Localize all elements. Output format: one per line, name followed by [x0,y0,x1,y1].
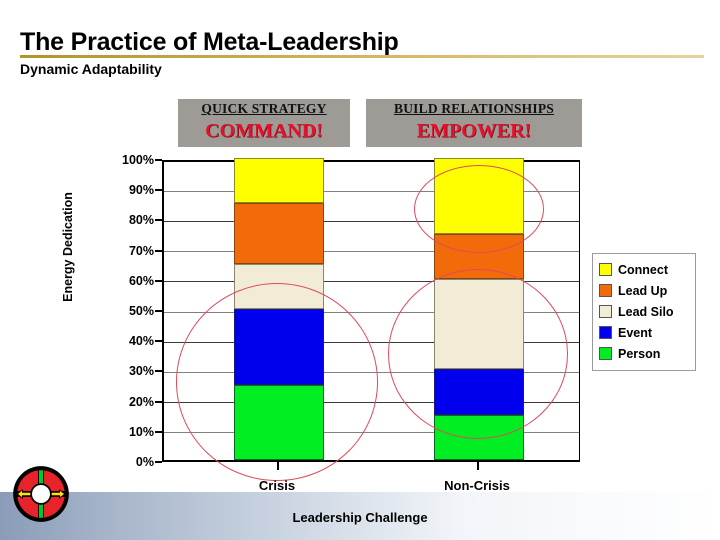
x-tick-mark [277,462,279,470]
x-axis-title: Leadership Challenge [292,510,428,525]
legend-swatch-icon [599,305,612,318]
caption-build-relationships-action: EMPOWER! [416,120,532,142]
y-tick-label: 60% [128,273,154,288]
gridline-40% [164,341,579,343]
bar-segment-lead-up [234,203,324,264]
legend-item-label: Lead Up [618,283,668,298]
legend-swatch-icon [599,263,612,276]
y-tick-mark [155,279,162,282]
y-tick-label: 40% [128,334,154,349]
y-tick-label: 70% [128,243,154,258]
gridline-60% [164,281,579,283]
y-tick-label: 30% [128,364,154,379]
caption-build-relationships-heading: BUILD RELATIONSHIPS [394,101,554,116]
bar-segment-connect [234,158,324,204]
x-category-label-crisis: Crisis [258,478,296,493]
legend-item-label: Person [618,346,661,361]
non-crisis-lead-silo-circle [388,269,568,439]
y-tick-mark [155,159,162,161]
y-tick-mark [155,370,162,373]
caption-quick-strategy-action: COMMAND! [205,120,323,142]
y-tick-mark [155,189,162,192]
y-axis-title: Energy Dedication [61,192,75,302]
y-tick-mark [155,310,162,312]
title-divider [20,55,704,58]
page-title: The Practice of Meta-Leadership [20,28,399,56]
gridline-10% [164,432,579,434]
gridline-90% [164,190,579,192]
caption-box-build-relationships: BUILD RELATIONSHIPS EMPOWER! [366,99,582,147]
gridline-80% [164,220,579,222]
y-tick-label: 80% [128,213,154,228]
y-tick-label: 20% [128,394,154,409]
caption-box-quick-strategy: QUICK STRATEGY COMMAND! [178,99,350,147]
legend-item-person: Person [599,343,691,364]
y-tick-label: 10% [128,424,154,439]
plot-area [162,158,580,481]
y-tick-mark [155,249,162,252]
y-tick-mark [155,430,162,433]
y-tick-label: 90% [128,183,154,198]
x-category-label-non-crisis: Non-Crisis [444,478,510,493]
y-tick-mark [155,340,162,343]
legend-item-label: Event [618,325,653,340]
legend-swatch-icon [599,284,612,297]
legend-item-lead-silo: Lead Silo [599,301,691,322]
legend-item-event: Event [599,322,691,343]
y-tick-label: 100% [122,153,154,167]
chart-legend: Connect Lead Up Lead Silo Event Person [592,253,696,371]
y-tick-mark [155,400,162,403]
page-subtitle: Dynamic Adaptability [20,61,162,77]
y-tick-label: 0% [135,455,154,469]
footer-gradient-bar [0,492,720,540]
legend-swatch-icon [599,326,612,339]
y-tick-label: 50% [128,304,154,318]
gridline-50% [164,311,579,313]
gridline-100% [164,160,579,162]
y-tick-mark [155,461,162,463]
legend-item-label: Connect [618,262,668,277]
caption-quick-strategy-heading: QUICK STRATEGY [201,101,327,116]
x-tick-mark [477,462,479,470]
gridline-70% [164,251,579,253]
non-crisis-connect-circle [414,165,544,253]
meta-leadership-compass-logo-icon [13,466,69,522]
legend-item-label: Lead Silo [618,304,674,319]
legend-item-lead-up: Lead Up [599,280,691,301]
legend-item-connect: Connect [599,259,691,280]
y-tick-mark [155,219,162,222]
legend-swatch-icon [599,347,612,360]
crisis-operational-focus-circle [176,283,378,481]
